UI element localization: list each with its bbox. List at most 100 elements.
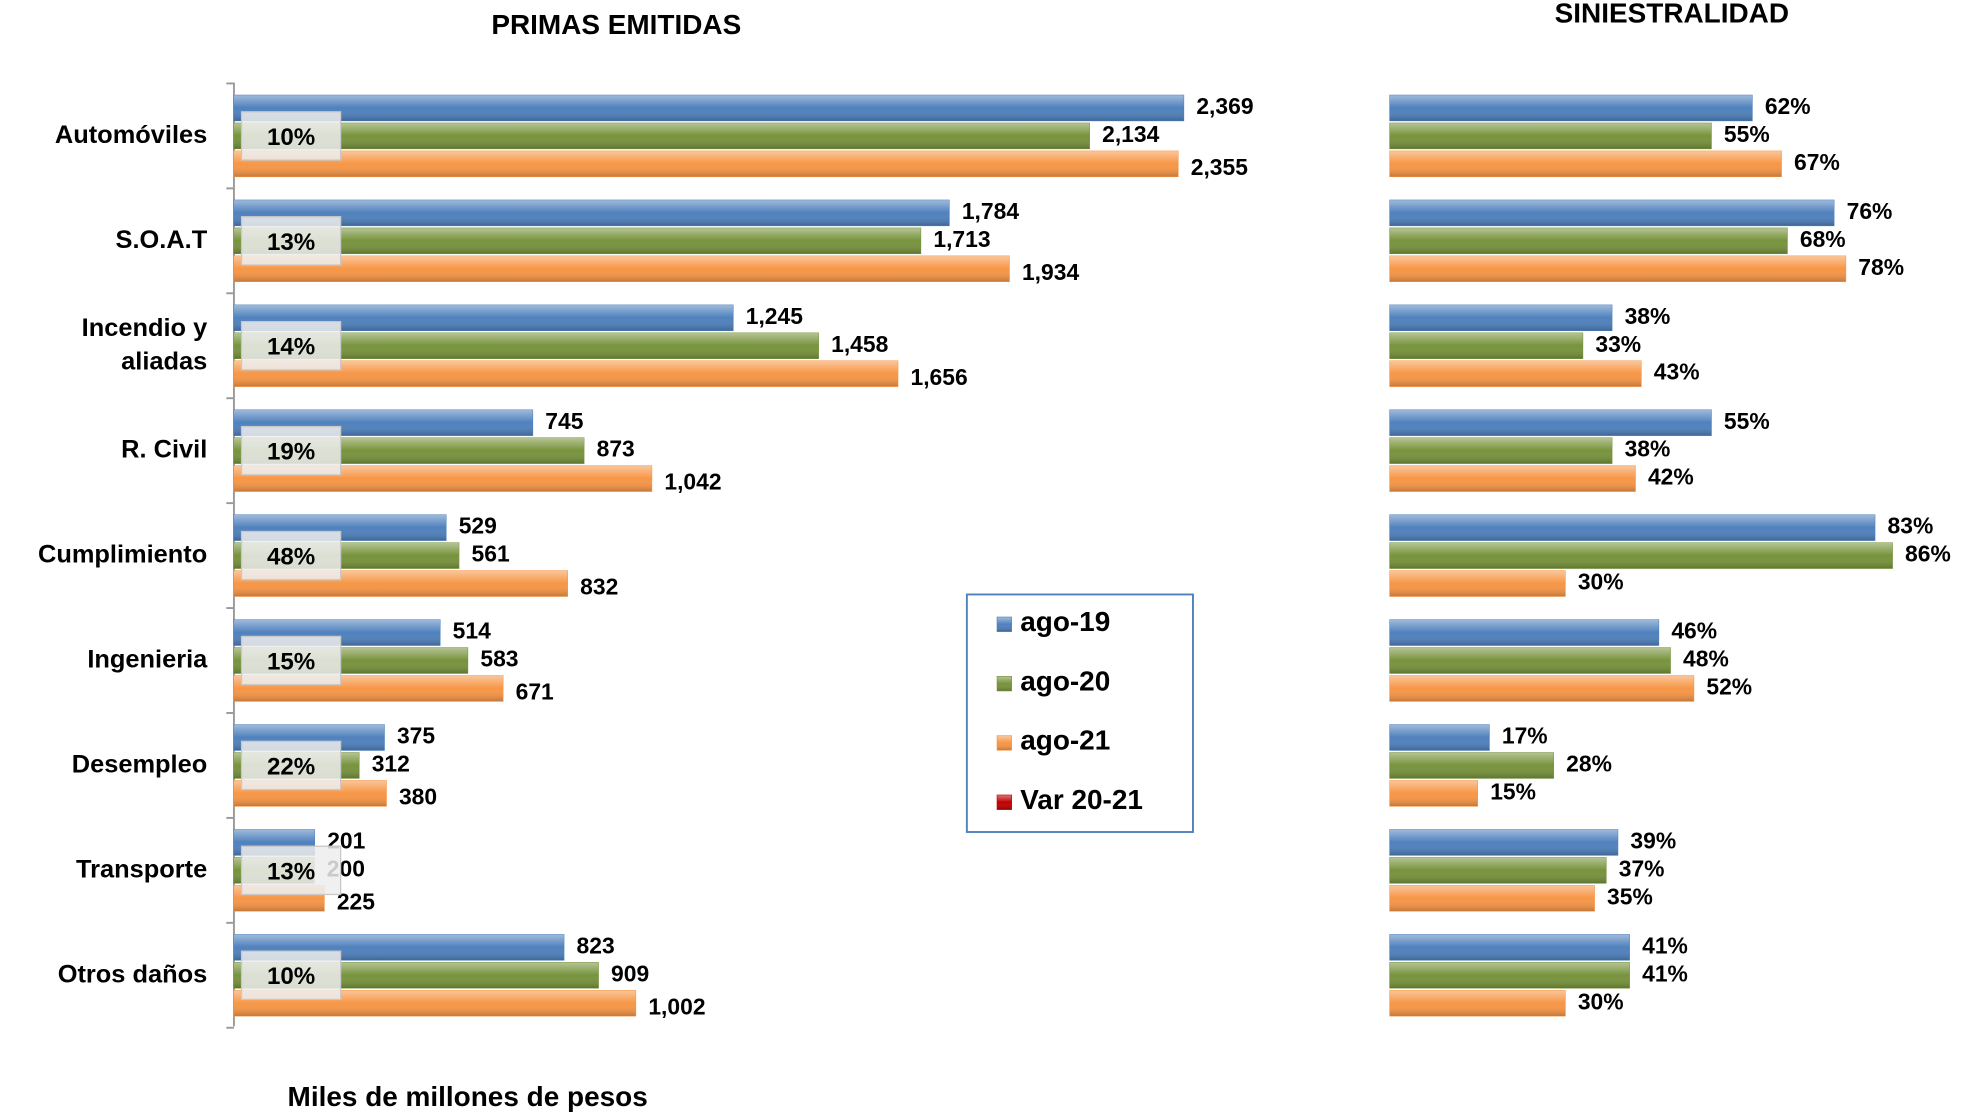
value-label: 38% [1625, 303, 1671, 329]
bar-shade [1389, 724, 1490, 751]
legend-label: ago-21 [1020, 725, 1110, 756]
value-label: 1,458 [831, 331, 888, 357]
legend-swatch-shade [997, 676, 1012, 691]
bar-shade [1389, 647, 1671, 674]
value-label: 62% [1765, 93, 1811, 119]
legend-box [965, 593, 1194, 833]
value-label: 1,042 [664, 469, 721, 495]
legend-swatch-shade [997, 735, 1012, 750]
var-box [240, 950, 342, 1001]
bar-shade [1389, 437, 1612, 464]
value-label: 2,355 [1191, 154, 1248, 180]
bar-shade [1389, 256, 1846, 282]
var-label: 48% [267, 544, 315, 571]
bar-shade [1389, 675, 1694, 702]
value-label: 312 [372, 750, 410, 776]
legend-swatch-shade [997, 795, 1012, 810]
value-label: 83% [1888, 513, 1934, 539]
value-label: 41% [1642, 960, 1688, 986]
value-label: 671 [516, 679, 554, 705]
value-label: 39% [1630, 827, 1676, 853]
bar-shade [1389, 934, 1630, 961]
var-box [240, 216, 342, 266]
bar-shade [1389, 228, 1788, 254]
var-label: 19% [267, 439, 315, 466]
var-box [240, 111, 342, 161]
value-label: 225 [337, 888, 375, 914]
var-box [240, 845, 342, 896]
value-label: 514 [453, 618, 491, 644]
bar-shade [1389, 990, 1566, 1016]
value-label: 1,934 [1022, 259, 1079, 285]
var-label: 13% [267, 858, 315, 885]
bar-shade [233, 361, 898, 387]
legend-label: ago-19 [1020, 606, 1110, 637]
category-label: Transporte [76, 855, 207, 883]
value-label: 46% [1671, 618, 1717, 644]
bar-shade [1389, 305, 1612, 331]
value-label: 55% [1724, 121, 1770, 147]
bar-shade [1389, 885, 1595, 912]
value-label: 1,245 [746, 303, 803, 329]
value-label: 375 [397, 723, 435, 749]
value-label: 380 [399, 784, 437, 810]
bar-shade [1389, 514, 1875, 541]
value-label: 1,002 [648, 993, 705, 1019]
category-label: Otros daños [58, 960, 208, 988]
value-label: 561 [472, 541, 510, 567]
value-label: 52% [1706, 674, 1752, 700]
bar-shade [233, 256, 1010, 282]
value-label: 30% [1578, 569, 1624, 595]
value-label: 42% [1648, 464, 1694, 490]
bar-shade [1389, 570, 1566, 597]
category-label: Incendio y aliadas [82, 314, 208, 375]
category-label: Ingenieria [87, 645, 208, 673]
var-box [240, 530, 342, 581]
var-box [240, 425, 342, 476]
value-label: 41% [1642, 932, 1688, 958]
bar-shade [233, 228, 921, 254]
value-label: 745 [545, 408, 583, 434]
bar-shade [1389, 123, 1712, 149]
bar-shade [1389, 962, 1630, 988]
category-label: S.O.A.T [116, 226, 208, 254]
legend-label: Var 20-21 [1020, 784, 1143, 815]
value-label: 38% [1625, 436, 1671, 462]
bar-shade [1389, 619, 1659, 646]
value-label: 30% [1578, 988, 1624, 1014]
chart-title: SINIESTRALIDAD [1555, 0, 1789, 29]
value-label: 48% [1683, 646, 1729, 672]
value-label: 15% [1490, 778, 1536, 804]
category-label: R. Civil [121, 435, 207, 463]
chart-title: PRIMAS EMITIDAS [491, 9, 741, 40]
bar-shade [233, 151, 1179, 177]
category-label: Desempleo [72, 750, 207, 778]
bar-shade [1389, 752, 1554, 779]
legend-swatch-shade [997, 617, 1012, 632]
var-label: 13% [267, 229, 315, 256]
value-label: 33% [1595, 331, 1641, 357]
var-label: 22% [267, 753, 315, 780]
value-label: 909 [611, 960, 649, 986]
value-label: 78% [1858, 254, 1904, 280]
bar-shade [1389, 151, 1782, 177]
bar-shade [233, 200, 950, 226]
var-label: 14% [267, 334, 315, 361]
value-label: 2,134 [1102, 121, 1159, 147]
category-label: Automóviles [55, 121, 207, 149]
value-label: 529 [459, 513, 497, 539]
bar-shade [1389, 542, 1893, 569]
value-label: 583 [480, 646, 518, 672]
value-label: 28% [1566, 750, 1612, 776]
value-label: 86% [1905, 541, 1951, 567]
var-box [240, 320, 342, 371]
x-axis-label: Miles de millones de pesos [288, 1081, 648, 1112]
bar-shade [1389, 829, 1618, 856]
bar-shade [233, 123, 1090, 149]
bar-shade [1389, 857, 1607, 884]
value-label: 55% [1724, 408, 1770, 434]
value-label: 67% [1794, 149, 1840, 175]
value-label: 1,713 [933, 226, 990, 252]
value-label: 2,369 [1196, 93, 1253, 119]
